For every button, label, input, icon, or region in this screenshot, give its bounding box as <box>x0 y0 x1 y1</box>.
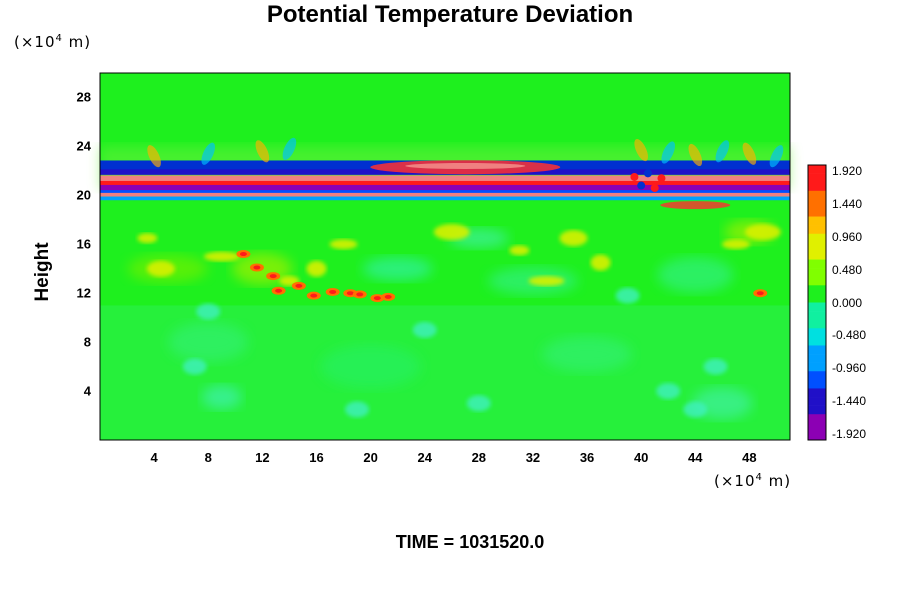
colorbar-segment <box>808 233 826 243</box>
colorbar-segment <box>808 173 826 183</box>
colorbar-tick-label: -0.960 <box>832 361 867 376</box>
colorbar <box>807 164 827 441</box>
y-axis-unit: (×104 m) <box>14 33 92 51</box>
colorbar-tick-label: 0.480 <box>832 262 863 277</box>
plot-frame <box>99 72 791 441</box>
colorbar-segment <box>808 345 826 355</box>
colorbar-tick-label: 0.960 <box>832 229 863 244</box>
x-tick-label: 8 <box>204 450 212 465</box>
y-tick-label: 20 <box>76 187 91 203</box>
x-tick-label: 48 <box>742 450 757 465</box>
y-tick-label: 4 <box>83 383 91 399</box>
colorbar-tick-label: 0.000 <box>832 295 863 310</box>
x-tick-label: 12 <box>255 450 270 465</box>
colorbar-segment <box>808 293 826 303</box>
colorbar-tick-label: 1.440 <box>832 196 863 211</box>
chart-title: Potential Temperature Deviation <box>266 1 634 28</box>
colorbar-segment <box>808 165 826 174</box>
colorbar-segment <box>808 182 826 192</box>
x-tick-label: 20 <box>363 450 378 465</box>
colorbar-segment <box>808 259 826 269</box>
colorbar-segment <box>808 431 826 441</box>
colorbar-segment <box>808 225 826 235</box>
x-tick-label: 24 <box>417 450 432 465</box>
x-tick-label: 4 <box>150 450 158 465</box>
y-tick-label: 8 <box>83 334 91 350</box>
colorbar-tick-label: -0.480 <box>832 328 867 343</box>
x-tick-label: 32 <box>525 450 541 465</box>
x-axis-unit: (×104 m) <box>714 472 792 490</box>
colorbar-segment <box>808 216 826 226</box>
colorbar-segment <box>808 242 826 252</box>
colorbar-segment <box>808 302 826 312</box>
x-tick-label: 44 <box>688 450 703 465</box>
colorbar-segment <box>808 336 826 346</box>
colorbar-segment <box>808 285 826 295</box>
y-tick-label: 12 <box>76 285 91 301</box>
colorbar-segment <box>808 250 826 260</box>
colorbar-tick-label: 1.920 <box>832 164 863 178</box>
colorbar-segment <box>808 405 826 415</box>
colorbar-segment <box>808 268 826 278</box>
colorbar-segment <box>808 414 826 424</box>
x-tick-label: 36 <box>579 450 595 465</box>
y-tick-label: 28 <box>76 89 91 105</box>
colorbar-segment <box>808 311 826 320</box>
colorbar-segment <box>808 354 826 363</box>
colorbar-segment <box>808 371 826 381</box>
x-tick-label: 40 <box>633 450 649 465</box>
heatmap-field <box>100 73 790 440</box>
colorbar-segment <box>808 276 826 286</box>
colorbar-segment <box>808 207 826 217</box>
colorbar-segment <box>808 397 826 406</box>
colorbar-segment <box>808 190 826 200</box>
colorbar-segment <box>808 422 826 432</box>
time-label: TIME = 1031520.0 <box>395 532 545 552</box>
y-tick-label: 24 <box>76 138 91 154</box>
colorbar-segment <box>808 328 826 338</box>
colorbar-segment <box>808 362 826 372</box>
y-tick-label: 16 <box>76 236 91 252</box>
colorbar-segment <box>808 319 826 329</box>
x-tick-label: 28 <box>471 450 487 465</box>
x-tick-label: 16 <box>309 450 324 465</box>
colorbar-segment <box>808 379 826 389</box>
colorbar-tick-label: -1.440 <box>832 394 867 409</box>
colorbar-segment <box>808 388 826 398</box>
colorbar-tick-label: -1.920 <box>832 427 867 441</box>
colorbar-segment <box>808 199 826 209</box>
